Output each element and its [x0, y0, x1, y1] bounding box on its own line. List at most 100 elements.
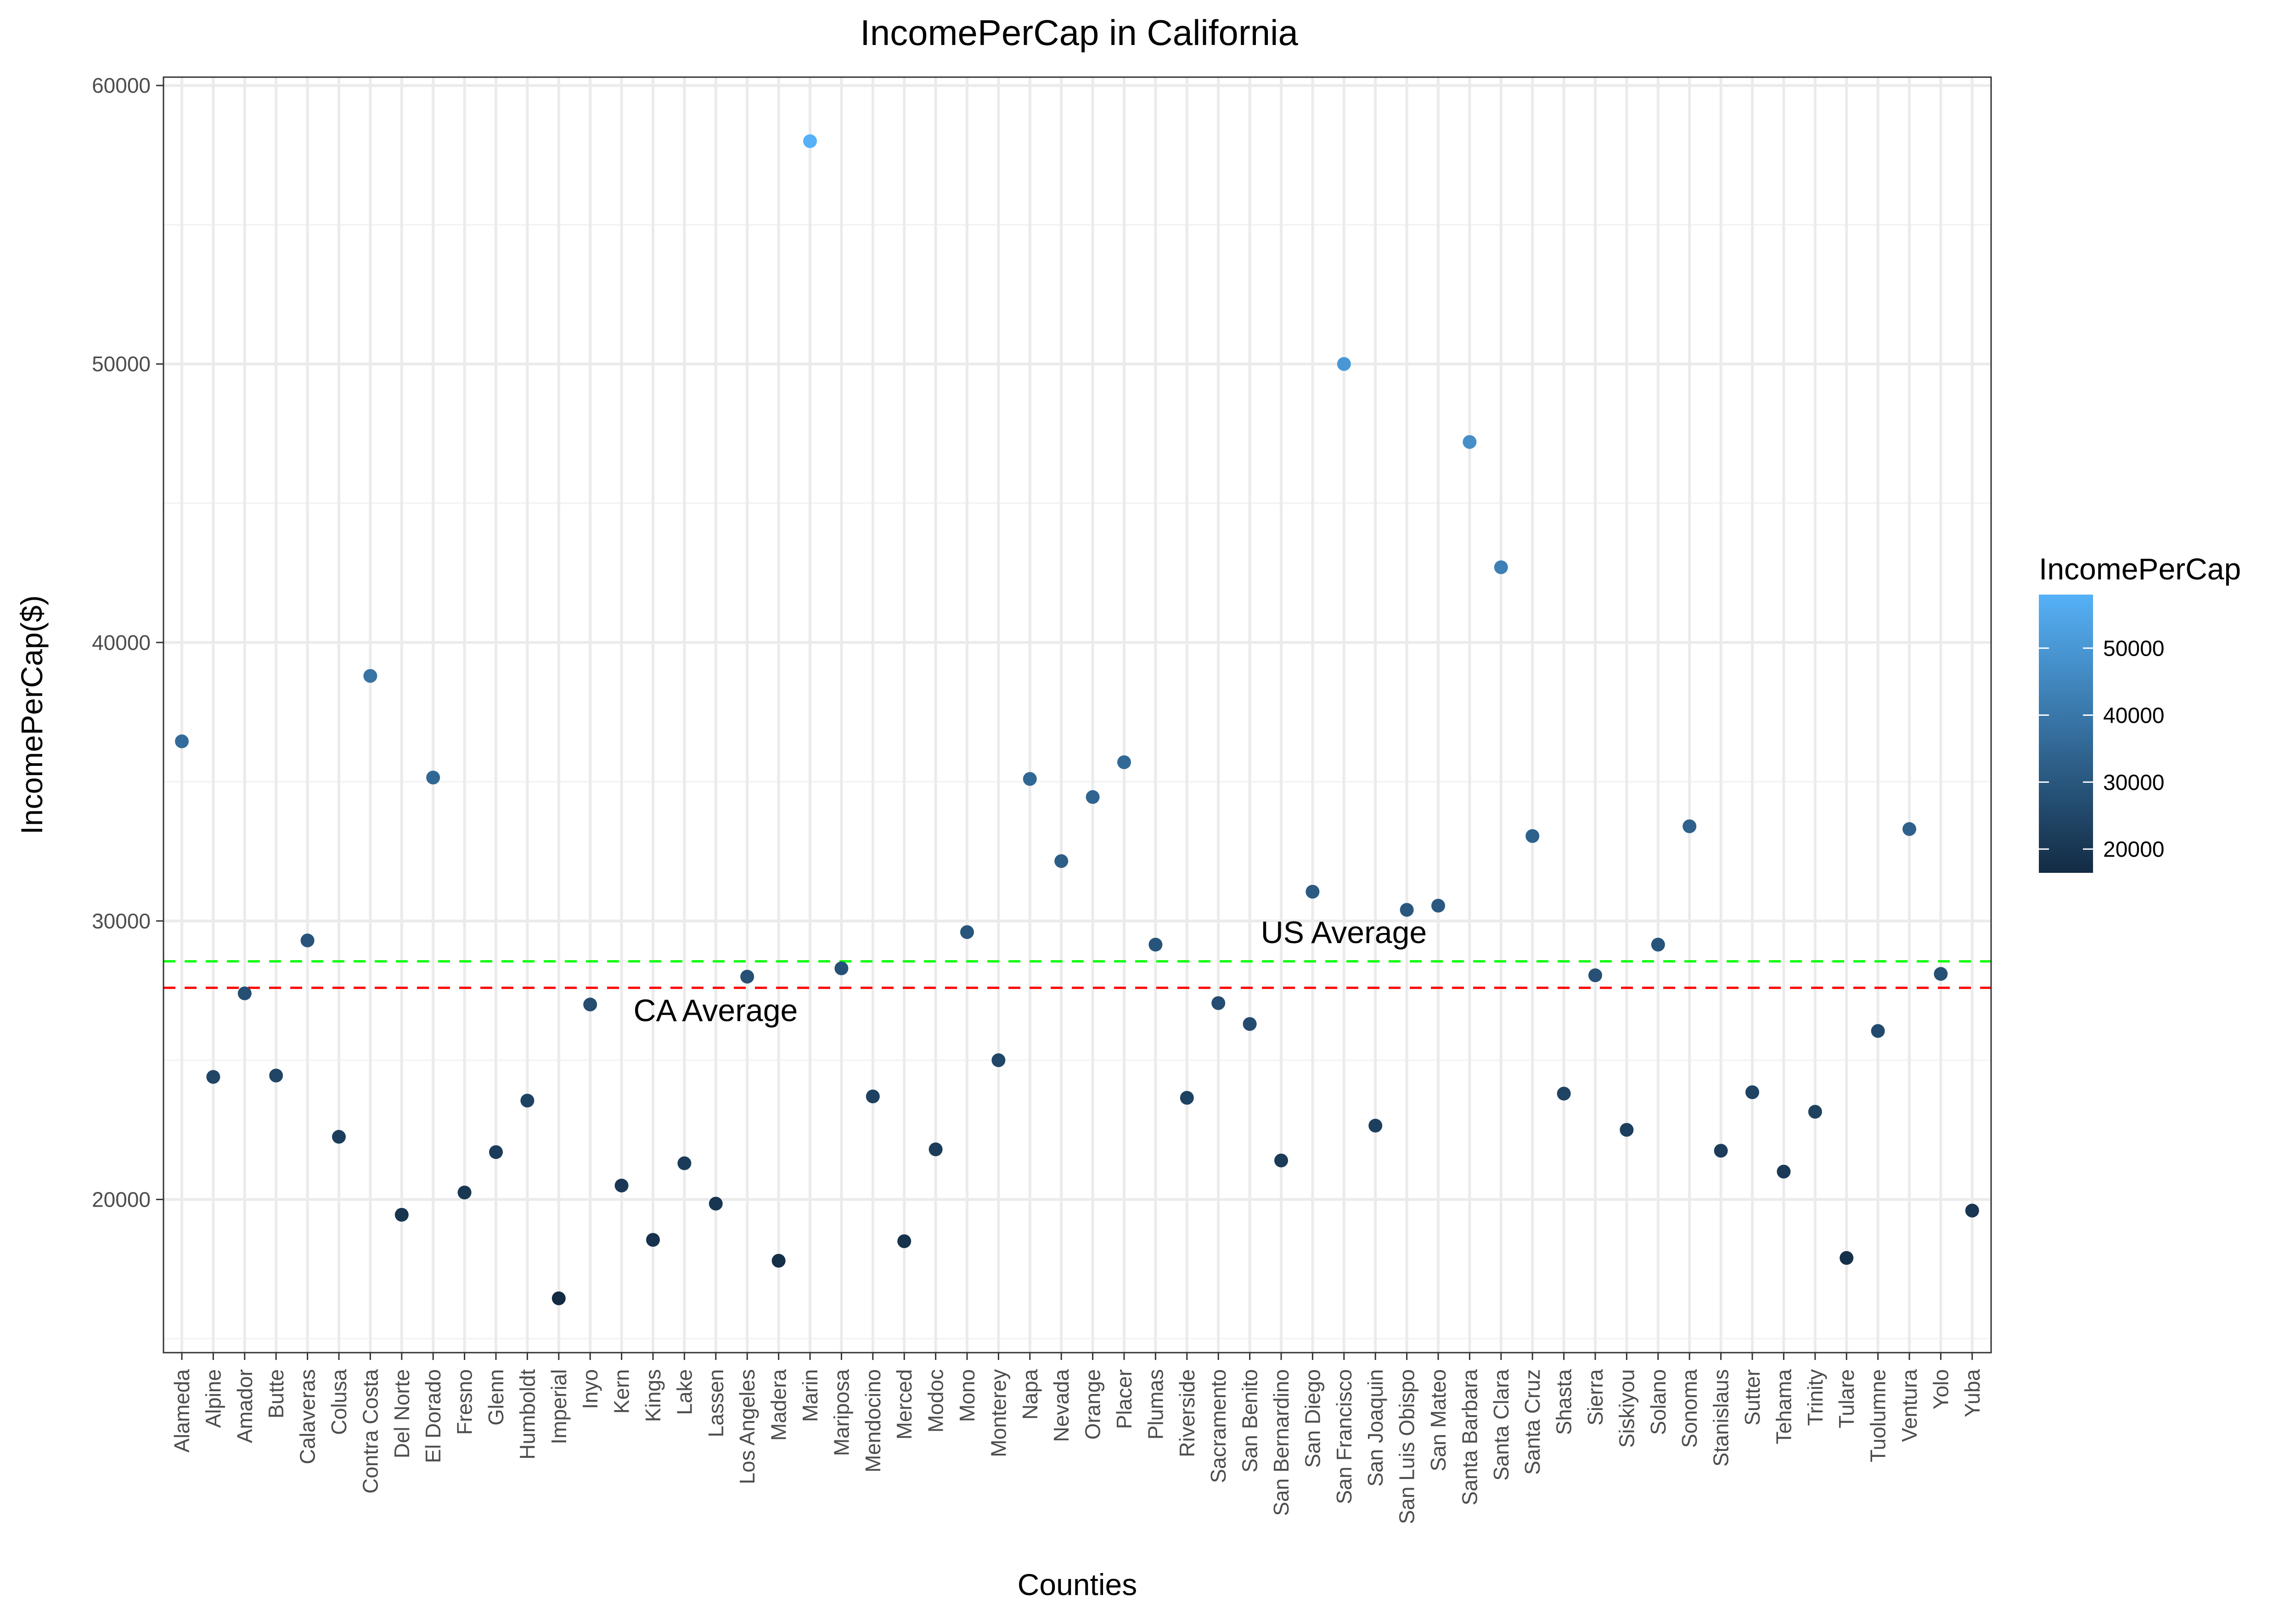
data-point	[1902, 822, 1916, 836]
legend-tick-label: 50000	[2103, 637, 2164, 661]
x-tick-label: Inyo	[578, 1369, 602, 1409]
reference-lines	[163, 960, 1991, 989]
x-tick-label: Los Angeles	[735, 1369, 759, 1484]
x-tick-label: Orange	[1081, 1369, 1105, 1439]
x-tick-label: Kern	[610, 1369, 634, 1414]
data-point	[1368, 1118, 1383, 1133]
x-tick-label: Merced	[892, 1369, 916, 1439]
data-point	[1148, 938, 1163, 952]
x-tick-label: Stanislaus	[1709, 1369, 1733, 1467]
data-point	[1871, 1024, 1885, 1038]
x-tick-label: Contra Costa	[358, 1369, 382, 1494]
legend-tick-label: 30000	[2103, 770, 2164, 795]
x-axis-title: Counties	[1018, 1568, 1137, 1601]
data-point	[1557, 1086, 1571, 1101]
x-tick-label: San Bernardino	[1269, 1369, 1293, 1516]
x-tick-label: Amador	[233, 1369, 257, 1443]
legend-tick-label: 20000	[2103, 837, 2164, 862]
x-tick-label: Ventura	[1897, 1369, 1921, 1442]
major-gridlines	[163, 77, 1991, 1353]
annotations: US Average CA Average	[633, 915, 1427, 1028]
plot-panel: US Average CA Average	[163, 76, 1992, 1354]
x-tick-label: Napa	[1018, 1369, 1042, 1420]
x-tick-label: San Joaquin	[1363, 1369, 1387, 1487]
data-point	[960, 925, 974, 939]
x-tick-label: Tuolumne	[1866, 1369, 1890, 1462]
x-tick-label: Siskiyou	[1615, 1369, 1638, 1448]
data-point	[551, 1291, 566, 1305]
data-point	[1620, 1123, 1634, 1137]
data-point	[426, 770, 440, 785]
x-tick-label: Marin	[798, 1369, 822, 1422]
legend-ticks: 20000 30000 40000 50000	[2039, 637, 2164, 862]
data-point	[1840, 1251, 1854, 1265]
data-point	[866, 1089, 880, 1103]
legend-colorbar	[2039, 595, 2093, 873]
data-point	[175, 734, 189, 748]
x-tick-label: Sacramento	[1206, 1369, 1230, 1483]
data-point	[771, 1253, 786, 1268]
x-tick-label: Mendocino	[861, 1369, 885, 1472]
x-tick-label: Monterey	[986, 1369, 1010, 1457]
data-point	[206, 1070, 220, 1084]
x-tick-label: Calaveras	[296, 1369, 320, 1464]
data-point	[1117, 755, 1131, 770]
x-tick-label: Tehama	[1772, 1369, 1795, 1444]
data-point	[1431, 899, 1445, 913]
x-tick-label: Yolo	[1929, 1369, 1953, 1410]
x-tick-label: Alpine	[201, 1369, 225, 1428]
data-point	[1965, 1203, 1979, 1218]
data-point	[1306, 885, 1320, 899]
x-tick-label: Fresno	[453, 1369, 477, 1435]
x-tick-label: Trinity	[1803, 1369, 1827, 1426]
data-point	[1808, 1105, 1822, 1119]
y-tick-label: 40000	[92, 630, 151, 654]
x-tick-label: Santa Clara	[1489, 1369, 1513, 1481]
chart-title: IncomePerCap in California	[860, 12, 1298, 53]
data-point	[457, 1186, 472, 1200]
x-tick-label: Modoc	[924, 1369, 948, 1433]
data-point	[269, 1068, 283, 1083]
data-point	[394, 1208, 409, 1222]
data-point	[803, 134, 817, 148]
legend-tick-label: 40000	[2103, 704, 2164, 728]
x-tick-label: Del Norte	[390, 1369, 414, 1458]
x-tick-label: Imperial	[547, 1369, 571, 1444]
x-tick-label: El Dorado	[421, 1369, 445, 1463]
x-tick-label: Humboldt	[515, 1369, 539, 1460]
data-point	[1588, 968, 1602, 983]
data-point	[834, 961, 849, 975]
data-point	[1400, 903, 1414, 917]
x-tick-label: Nevada	[1049, 1369, 1073, 1442]
x-tick-label: Kings	[641, 1369, 665, 1422]
x-tick-label: San Benito	[1238, 1369, 1262, 1472]
data-point	[1180, 1091, 1194, 1105]
data-point	[1211, 996, 1226, 1010]
x-tick-label: Plumas	[1143, 1369, 1167, 1439]
data-point	[1054, 854, 1069, 868]
x-tick-label: Sierra	[1583, 1369, 1607, 1426]
x-tick-label: Santa Barbara	[1458, 1369, 1481, 1506]
data-point	[614, 1179, 629, 1193]
data-point	[1337, 357, 1351, 371]
y-tick-label: 60000	[92, 73, 151, 97]
data-point	[1023, 772, 1037, 786]
data-point	[583, 997, 597, 1011]
data-point	[1651, 938, 1665, 952]
data-point	[363, 669, 377, 683]
y-axis-title: IncomePerCap($)	[15, 596, 49, 835]
data-point	[1463, 435, 1477, 449]
x-tick-label: Solano	[1646, 1369, 1670, 1435]
data-point	[489, 1145, 503, 1159]
x-tick-label: Glenn	[484, 1369, 508, 1426]
data-point	[332, 1129, 346, 1144]
data-point	[677, 1156, 692, 1170]
data-point	[646, 1233, 660, 1247]
data-points	[175, 134, 1979, 1305]
plot-panel-border	[163, 76, 1992, 1354]
annotation-us-average: US Average	[1261, 915, 1427, 950]
x-tick-label: Santa Cruz	[1520, 1369, 1544, 1475]
x-tick-label: Lake	[672, 1369, 696, 1415]
x-tick-label: Madera	[767, 1369, 791, 1441]
